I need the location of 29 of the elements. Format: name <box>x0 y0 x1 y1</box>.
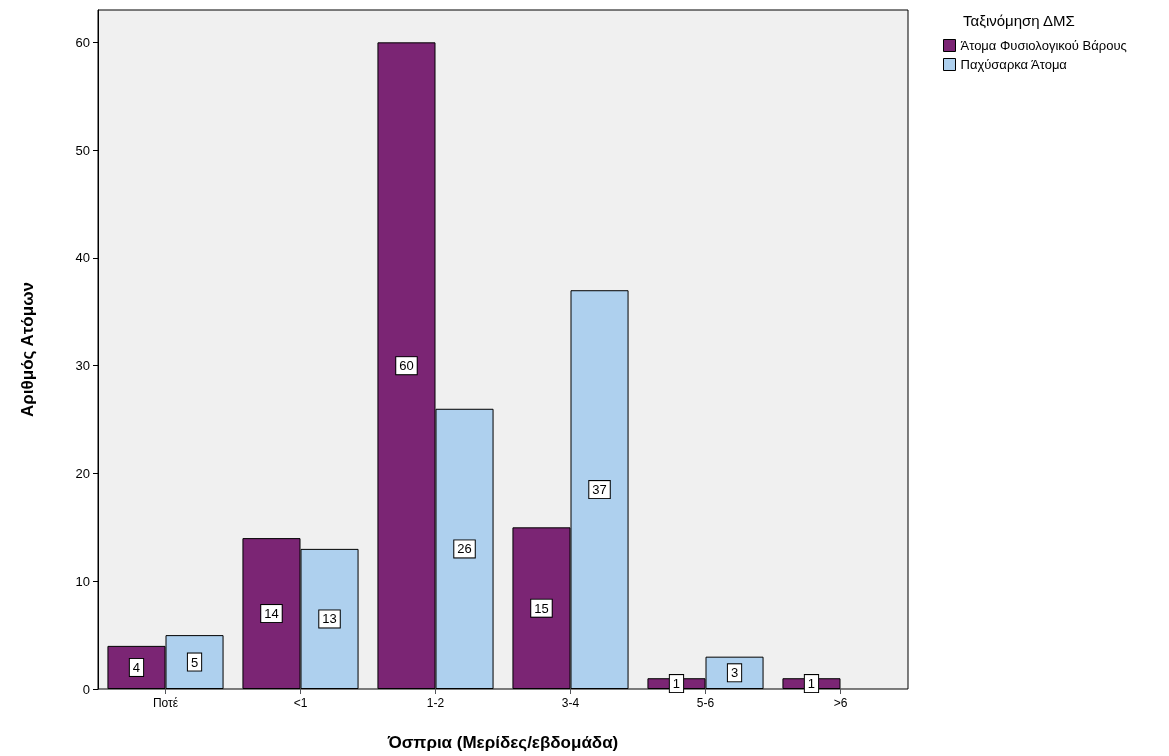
legend-label: Άτομα Φυσιολογικού Βάρους <box>960 38 1127 53</box>
x-tick-label: 5-6 <box>696 696 715 710</box>
x-axis-title: Όσπρια (Μερίδες/εβδομάδα) <box>386 733 619 752</box>
x-tick-label: 3-4 <box>561 696 580 710</box>
data-label: 15 <box>534 600 549 616</box>
data-label: 1 <box>807 676 816 692</box>
data-label: 1 <box>672 676 681 692</box>
data-label: 37 <box>592 482 607 498</box>
y-tick-label: 30 <box>75 358 90 374</box>
data-label: 14 <box>264 606 279 622</box>
x-tick-label: >6 <box>833 696 848 710</box>
y-axis-title: Αριθμός Ατόμων <box>18 282 37 417</box>
data-label: 3 <box>730 665 739 681</box>
legend-label: Παχύσαρκα Άτομα <box>960 57 1068 72</box>
legend-title: Ταξινόμηση ΔΜΣ <box>963 12 1075 29</box>
y-tick-label: 0 <box>82 681 90 697</box>
data-label: 5 <box>190 654 199 670</box>
data-label: 60 <box>399 358 414 374</box>
x-tick-label: <1 <box>293 696 308 710</box>
y-tick-label: 60 <box>75 34 90 50</box>
y-tick-label: 10 <box>75 573 90 589</box>
data-label: 4 <box>132 659 141 675</box>
y-tick-label: 40 <box>75 250 90 266</box>
y-tick-label: 50 <box>75 142 90 158</box>
x-tick-label: Ποτέ <box>152 696 179 710</box>
x-tick-label: 1-2 <box>426 696 445 710</box>
data-label: 13 <box>322 611 337 627</box>
data-label: 26 <box>457 541 472 557</box>
y-tick-label: 20 <box>75 465 90 481</box>
